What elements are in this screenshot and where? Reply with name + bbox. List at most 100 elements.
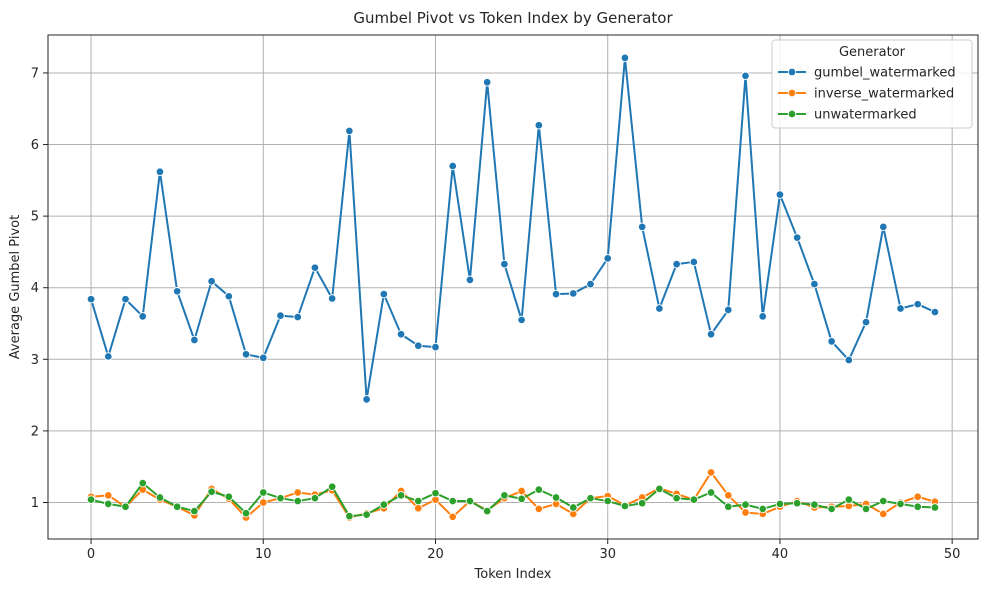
data-point: [414, 496, 423, 506]
data-point: [121, 294, 130, 304]
data-point: [379, 289, 389, 299]
data-point: [913, 299, 922, 309]
data-point: [827, 504, 836, 514]
data-point: [190, 335, 199, 345]
data-point: [190, 506, 199, 516]
x-axis-title: Token Index: [474, 567, 552, 582]
y-tick-label: 6: [31, 138, 39, 153]
data-point: [172, 502, 182, 512]
legend-item: gumbel_watermarked: [778, 66, 956, 81]
data-point: [448, 496, 457, 506]
data-point: [241, 508, 251, 518]
data-point: [792, 233, 802, 242]
data-point: [138, 478, 147, 488]
legend-label: unwatermarked: [814, 108, 917, 123]
legend-item: unwatermarked: [778, 108, 917, 123]
data-point: [603, 496, 612, 506]
data-point: [672, 493, 681, 503]
data-point: [586, 279, 595, 289]
x-tick-label: 40: [772, 547, 789, 562]
legend-marker: [787, 88, 797, 98]
x-tick-label: 20: [427, 547, 444, 562]
y-tick-label: 3: [31, 353, 39, 368]
data-point: [792, 498, 802, 508]
series-unwatermarked: [86, 478, 940, 521]
data-point: [362, 395, 371, 404]
data-point: [276, 311, 285, 320]
data-point: [172, 287, 182, 296]
data-point: [276, 493, 285, 503]
data-point: [517, 494, 526, 504]
data-point: [259, 488, 268, 497]
data-point: [913, 502, 922, 512]
data-point: [500, 259, 509, 269]
chart-title: Gumbel Pivot vs Token Index by Generator: [353, 9, 673, 27]
data-point: [482, 506, 492, 516]
x-tick-label: 10: [255, 547, 272, 562]
data-point: [551, 493, 561, 502]
grid-lines: [48, 35, 978, 539]
data-point: [448, 161, 457, 171]
data-point: [86, 294, 96, 304]
y-tick-label: 1: [31, 496, 39, 511]
data-point: [724, 502, 733, 512]
legend-marker: [787, 67, 797, 77]
data-point: [293, 488, 302, 497]
data-point: [637, 222, 647, 232]
data-point: [121, 502, 130, 512]
data-point: [396, 491, 406, 500]
legend-marker: [787, 109, 797, 119]
data-point: [448, 512, 457, 522]
axis-ticks: 0 10 20 30 40 50 1 2 3 4 5 6 7: [31, 66, 961, 562]
plot-area-frame: [47, 34, 979, 540]
data-point: [155, 493, 165, 502]
data-point: [86, 495, 96, 504]
y-tick-label: 2: [31, 424, 39, 439]
data-point: [259, 498, 268, 507]
data-point: [844, 495, 854, 504]
data-point: [414, 341, 423, 350]
data-point: [896, 499, 905, 509]
data-point: [207, 277, 216, 286]
data-point: [775, 499, 785, 509]
series-line: [90, 56, 936, 401]
legend-label: gumbel_watermarked: [814, 66, 956, 81]
data-point: [879, 509, 888, 519]
y-tick-label: 4: [31, 281, 39, 296]
data-point: [758, 504, 767, 514]
data-point: [345, 511, 354, 521]
data-point: [500, 491, 509, 500]
data-point: [534, 485, 544, 494]
y-axis-title: Average Gumbel Pivot: [8, 215, 23, 359]
data-point: [896, 304, 905, 313]
data-point: [224, 292, 234, 301]
data-point: [689, 495, 699, 504]
legend-label: inverse_watermarked: [814, 87, 954, 102]
data-point: [104, 491, 113, 500]
data-point: [396, 330, 406, 339]
data-point: [861, 317, 871, 327]
data-point: [362, 510, 371, 519]
data-point: [810, 500, 819, 509]
data-point: [517, 486, 526, 496]
data-point: [379, 500, 389, 509]
data-point: [414, 503, 423, 513]
data-point: [207, 487, 216, 497]
x-tick-label: 30: [599, 547, 616, 562]
y-tick-label: 7: [31, 66, 39, 81]
data-point: [620, 53, 630, 63]
data-point: [569, 289, 578, 298]
data-point: [310, 263, 320, 272]
data-point: [741, 500, 750, 509]
data-point: [655, 484, 664, 494]
data-point: [534, 120, 544, 130]
series-group: [86, 53, 940, 522]
data-point: [758, 312, 767, 321]
data-point: [431, 342, 440, 352]
data-point: [741, 71, 750, 81]
data-point: [138, 312, 147, 321]
data-point: [706, 330, 716, 339]
data-point: [482, 77, 492, 87]
